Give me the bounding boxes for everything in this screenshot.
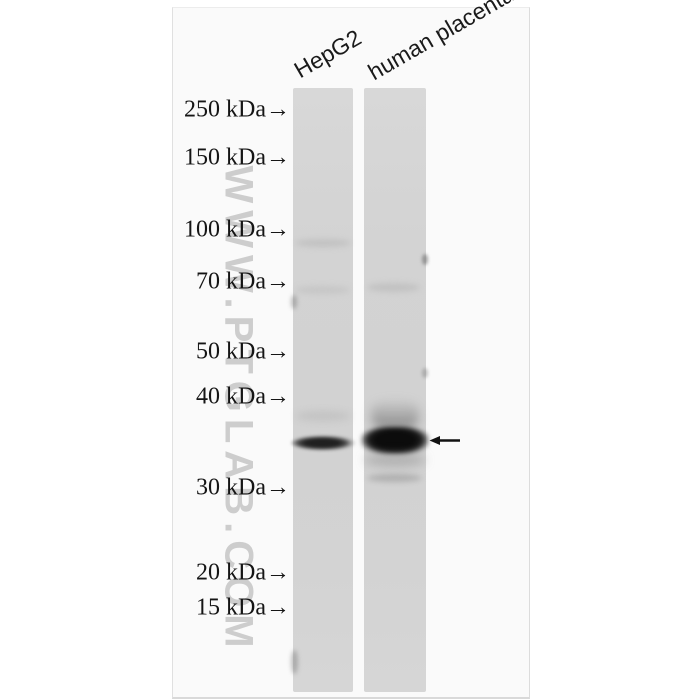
band-hepg2-main-35kda: [291, 436, 357, 450]
mw-marker-70kda: 70 kDa→: [196, 268, 290, 295]
mw-marker-150kda: 150 kDa→: [184, 144, 290, 171]
band-placenta-faint-33kda: [367, 474, 422, 482]
mw-marker-100kda: 100 kDa→: [184, 216, 290, 243]
lane-edge-artifact-bottom: [291, 650, 298, 674]
mw-marker-250kda: 250 kDa→: [184, 96, 290, 123]
band-hepg2-faint-70kda: [295, 286, 350, 294]
mw-marker-15kda: 15 kDa→: [196, 594, 290, 621]
band-placenta-smear-above: [371, 400, 419, 430]
mw-marker-20kda: 20 kDa→: [196, 559, 290, 586]
lane-hepg2: [291, 88, 357, 692]
band-placenta-main-35kda: [361, 427, 429, 454]
mw-marker-30kda: 30 kDa→: [196, 474, 290, 501]
band-hepg2-faint-40kda: [295, 411, 351, 421]
mw-marker-50kda: 50 kDa→: [196, 338, 290, 365]
band-pointer-arrow: [429, 436, 460, 445]
mw-marker-40kda: 40 kDa→: [196, 383, 290, 410]
band-hepg2-faint-100kda: [295, 239, 351, 247]
band-placenta-fade-below: [364, 453, 426, 467]
lane-human-placenta: [361, 88, 429, 692]
band-placenta-faint-70kda: [367, 283, 420, 292]
